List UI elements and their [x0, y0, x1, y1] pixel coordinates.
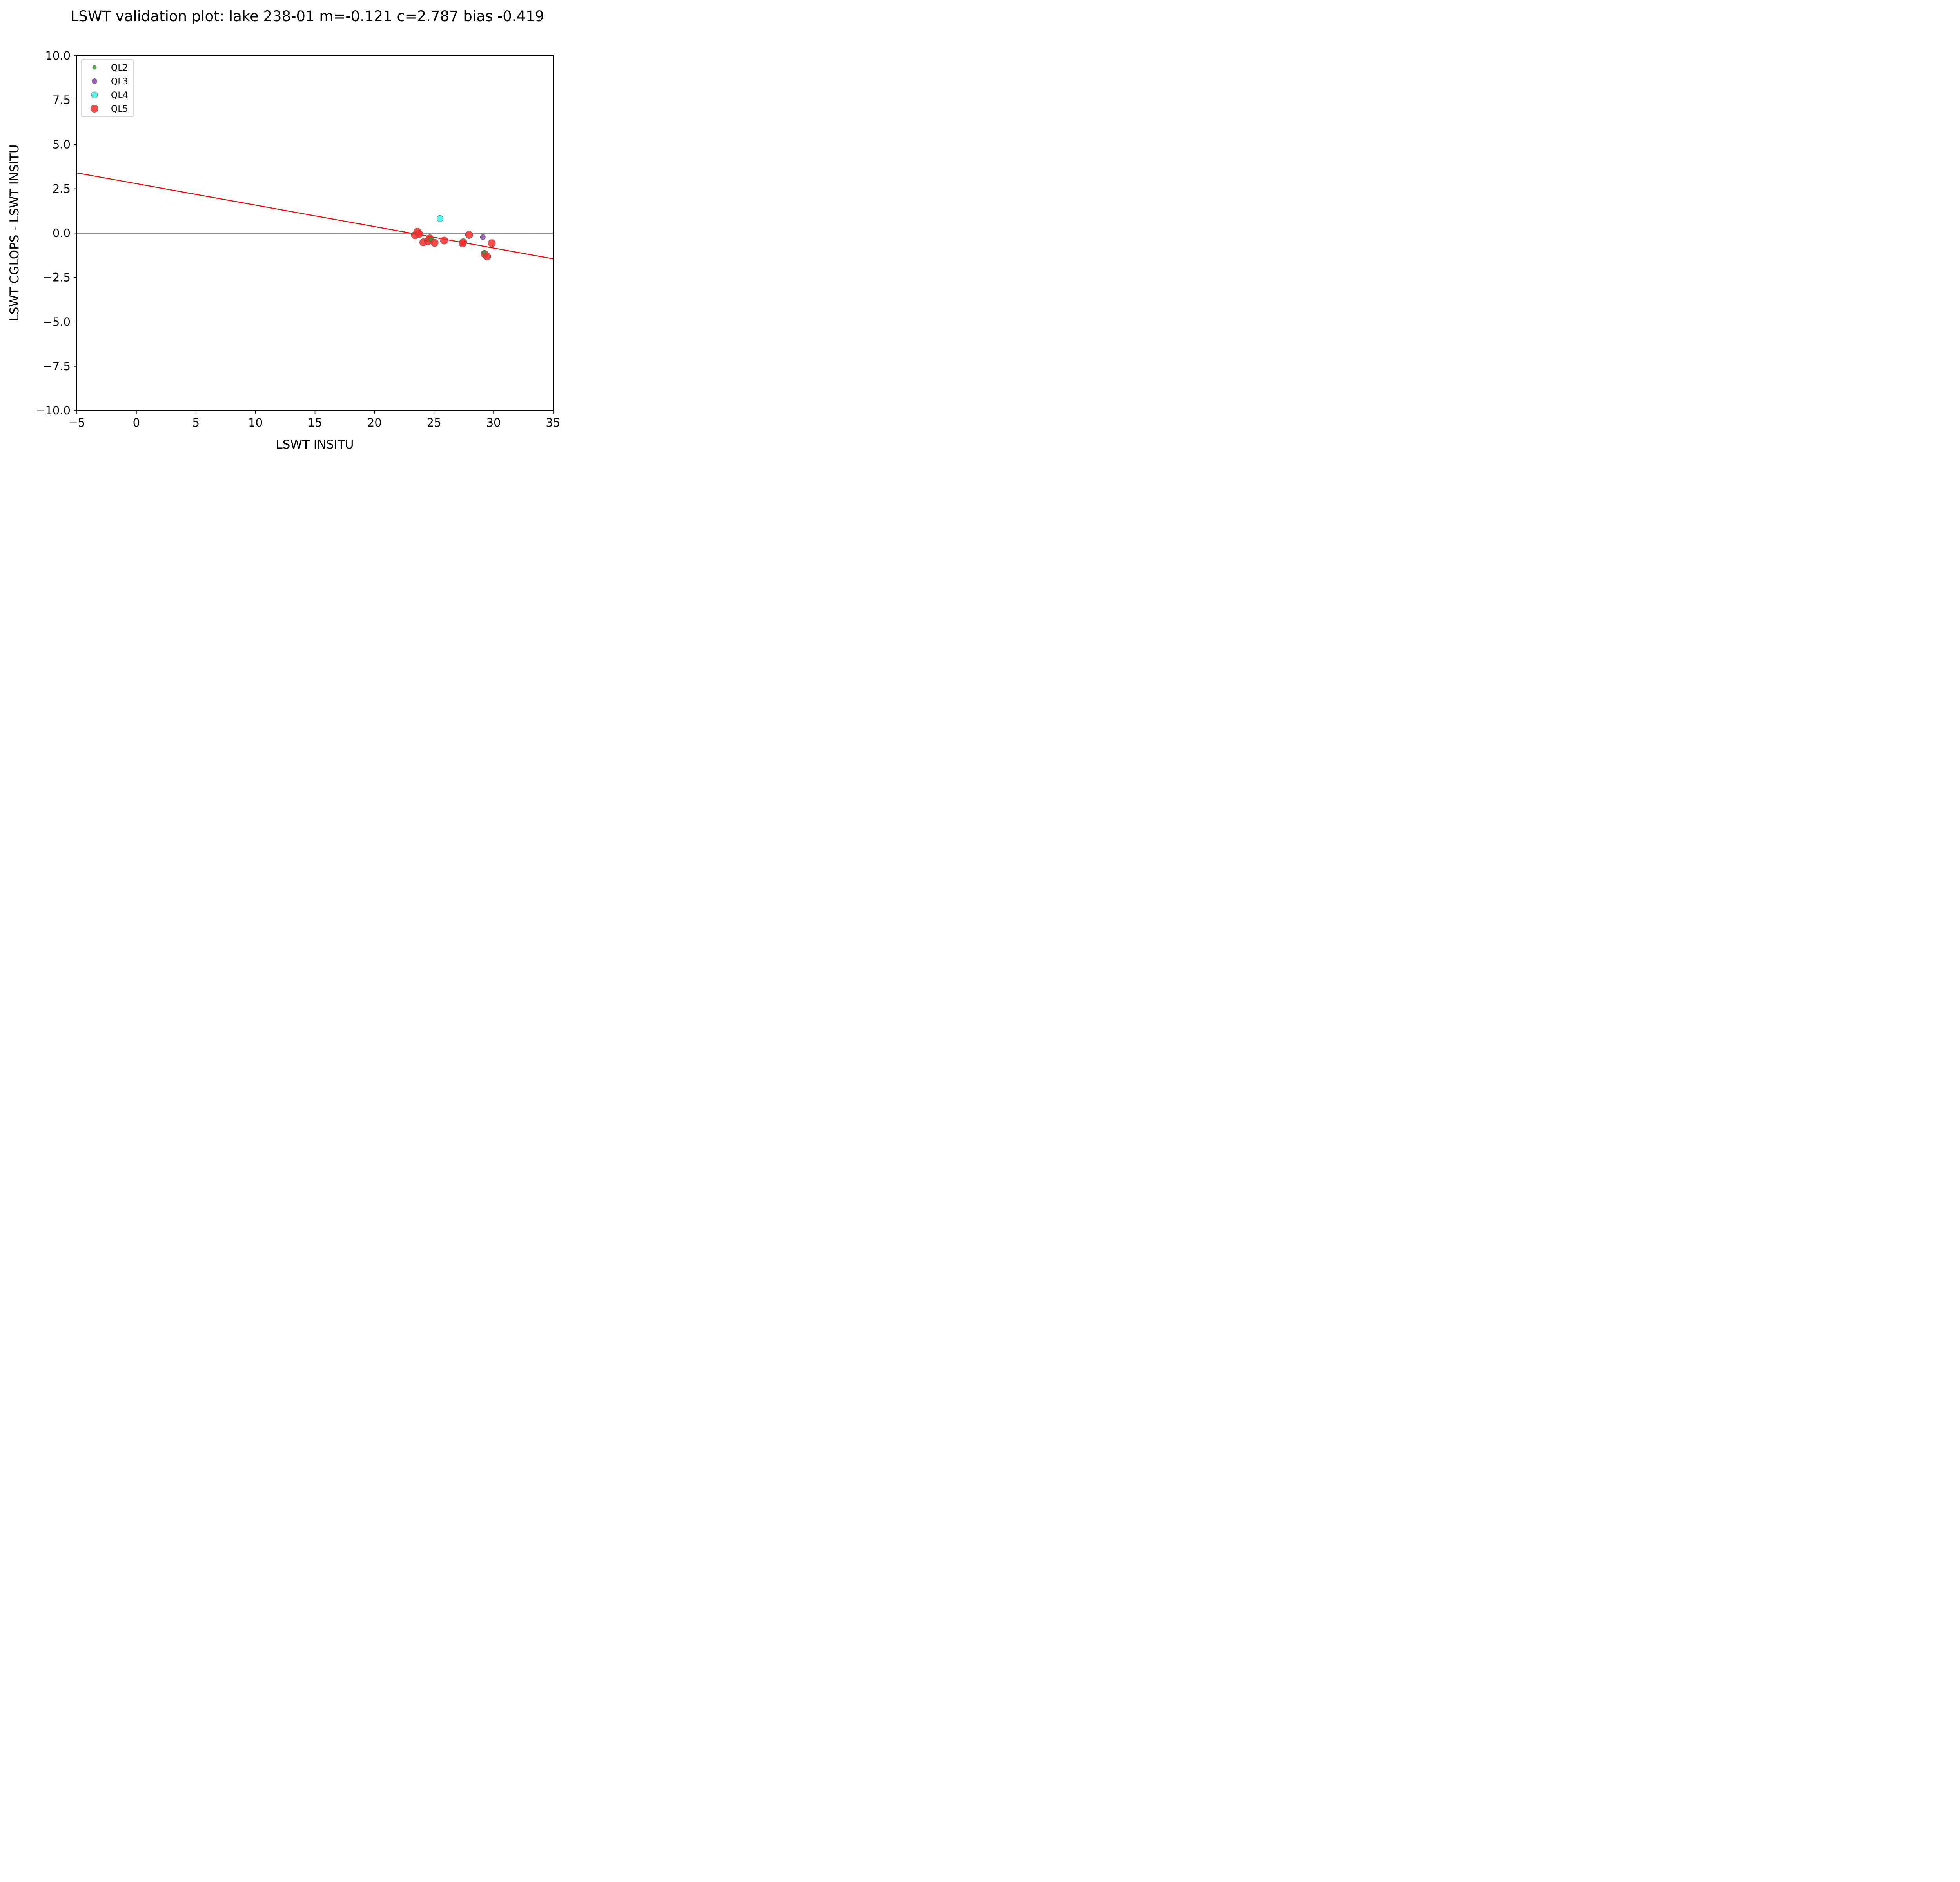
x-tick-label: 10	[248, 416, 263, 429]
x-tick-label: 35	[546, 416, 561, 429]
x-tick-label: 20	[367, 416, 382, 429]
x-tick-label: 0	[133, 416, 140, 429]
data-point-ql2	[482, 250, 486, 255]
y-tick-label: 5.0	[53, 138, 71, 151]
x-tick-label: −5	[69, 416, 85, 429]
legend-label: QL3	[111, 77, 128, 87]
data-point-ql5	[459, 238, 467, 246]
y-tick-label: 0.0	[53, 227, 71, 240]
y-axis-label: LSWT CGLOPS - LSWT INSITU	[7, 144, 22, 321]
legend-label: QL4	[111, 91, 128, 100]
data-point-ql5	[430, 239, 439, 247]
legend-marker-ql2	[92, 65, 97, 70]
legend-marker-ql5	[91, 105, 98, 113]
x-tick-label: 5	[192, 416, 200, 429]
x-tick-label: 30	[486, 416, 501, 429]
data-point-ql2	[428, 237, 433, 242]
data-point-ql5	[488, 239, 496, 247]
data-point-ql4	[437, 215, 443, 222]
x-tick-label: 15	[308, 416, 322, 429]
legend-marker-ql3	[92, 78, 97, 84]
y-tick-label: −5.0	[43, 315, 71, 329]
y-tick-label: −10.0	[36, 404, 71, 417]
data-point-ql5	[440, 236, 448, 245]
y-tick-label: 2.5	[53, 182, 71, 195]
y-tick-label: −2.5	[43, 271, 71, 284]
legend-label: QL2	[111, 63, 128, 73]
data-point-ql5	[415, 230, 423, 238]
y-tick-label: 7.5	[53, 93, 71, 107]
legend: QL2 QL3 QL4 QL5	[81, 59, 134, 117]
chart-container: LSWT validation plot: lake 238-01 m=-0.1…	[0, 0, 612, 459]
data-point-ql3	[480, 234, 486, 240]
plot-area: −5 0 5 10 15 20 25 30 35 −10.0 −7.5 −5.0 −2.5 0.0 2.5 5…	[36, 49, 560, 429]
y-tick-label: 10.0	[45, 49, 71, 62]
legend-box	[81, 59, 134, 117]
y-tick-label: −7.5	[43, 360, 71, 373]
x-axis-label: LSWT INSITU	[276, 438, 354, 452]
data-point-ql5	[483, 253, 491, 261]
fit-line	[77, 172, 553, 260]
data-point-ql5	[465, 231, 473, 239]
chart-title: LSWT validation plot: lake 238-01 m=-0.1…	[71, 8, 544, 25]
scatter-chart: LSWT validation plot: lake 238-01 m=-0.1…	[7, 8, 560, 452]
x-tick-label: 25	[427, 416, 441, 429]
legend-marker-ql4	[91, 91, 98, 98]
legend-label: QL5	[111, 104, 128, 114]
